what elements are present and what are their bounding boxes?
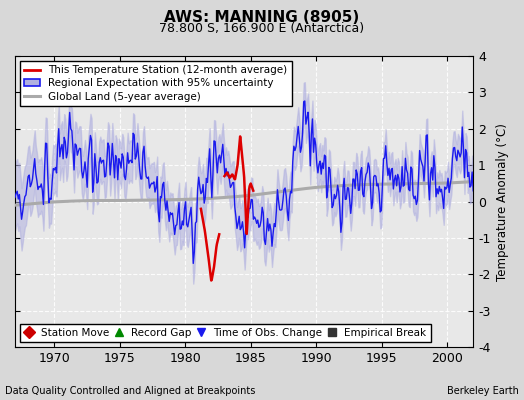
Text: 78.800 S, 166.900 E (Antarctica): 78.800 S, 166.900 E (Antarctica) bbox=[159, 22, 365, 35]
Legend: Station Move, Record Gap, Time of Obs. Change, Empirical Break: Station Move, Record Gap, Time of Obs. C… bbox=[20, 324, 431, 342]
Y-axis label: Temperature Anomaly (°C): Temperature Anomaly (°C) bbox=[496, 123, 509, 280]
Text: AWS: MANNING (8905): AWS: MANNING (8905) bbox=[165, 10, 359, 25]
Text: Data Quality Controlled and Aligned at Breakpoints: Data Quality Controlled and Aligned at B… bbox=[5, 386, 256, 396]
Text: Berkeley Earth: Berkeley Earth bbox=[447, 386, 519, 396]
